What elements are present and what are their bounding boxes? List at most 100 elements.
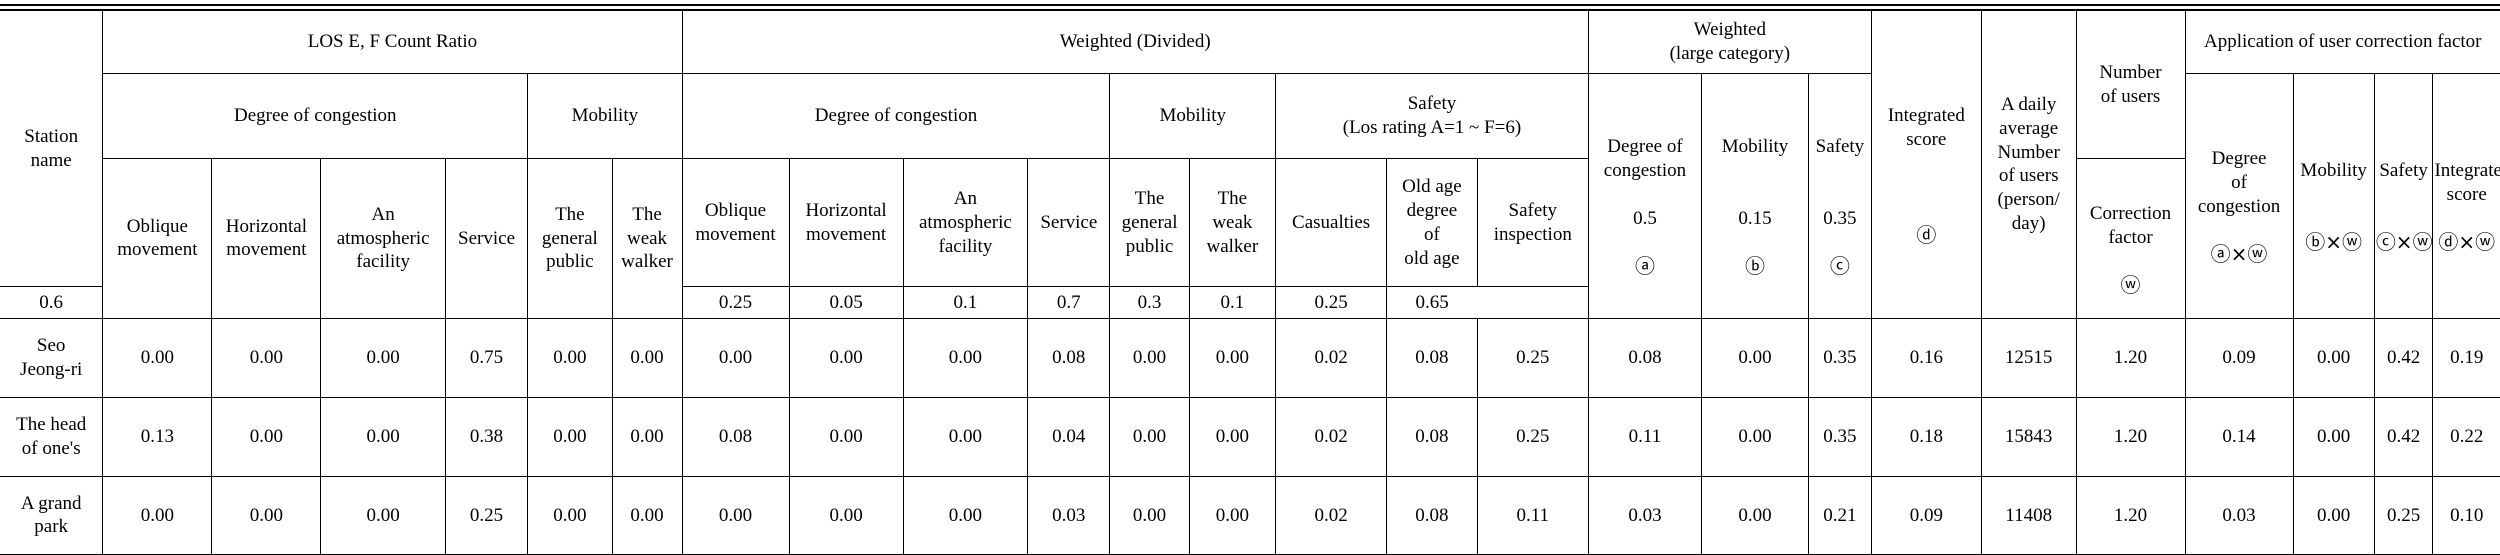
weighted-mobility-header: Mobility (1109, 73, 1277, 160)
w-sub-atmospheric: An atmospheric facility (902, 158, 1029, 288)
mark-w: ⓦ (2120, 273, 2141, 298)
value-cell: 0.10 (2432, 475, 2500, 555)
value-cell: 0.00 (1701, 396, 1810, 477)
integrated-score-label: Integrated score (1887, 104, 1965, 150)
integrated-score-header: Integrated score ⓓ (1870, 10, 1982, 319)
value-cell: 0.00 (1188, 475, 1277, 555)
corr-congestion-label: Degree of congestion (2197, 148, 2281, 217)
value-cell: 0.09 (1870, 475, 1982, 555)
corr-mobility-label: Mobility (2300, 160, 2367, 182)
value-cell: 0.00 (1188, 317, 1277, 398)
mark-bw: ⓑ×ⓦ (2305, 230, 2363, 255)
value-cell: 0.42 (2373, 317, 2434, 398)
value-cell: 0.00 (320, 475, 446, 555)
weight-cell: 0.6 (0, 286, 104, 319)
value-cell: 0.75 (444, 317, 529, 398)
value-cell: 0.08 (1587, 317, 1703, 398)
station-cell: Seo Jeong-ri (0, 317, 104, 398)
w-sub-general-public: The general public (1109, 158, 1190, 288)
los-ratio-header: LOS E, F Count Ratio (102, 9, 683, 75)
value-cell: 0.09 (2184, 317, 2294, 398)
w-sub-old-age: Old age degree of old age (1386, 158, 1478, 288)
value-cell: 0.00 (211, 317, 322, 398)
value-cell: 0.02 (1275, 475, 1388, 555)
value-cell: 0.00 (902, 396, 1029, 477)
value-cell: 0.00 (1109, 317, 1190, 398)
weight-cell: 0.1 (1188, 286, 1277, 319)
corr-integrated-header: Integrated score ⓓ×ⓦ (2432, 73, 2500, 319)
table-row: Seo Jeong-ri 0.00 0.00 0.00 0.75 0.00 0.… (0, 317, 2500, 398)
congestion-header: Degree of congestion (102, 73, 529, 160)
weight-cell: 0.65 (1386, 286, 1478, 319)
w-sub-weak-walker: The weak walker (1188, 158, 1277, 288)
value-cell: 12515 (1980, 317, 2077, 398)
value-cell: 0.22 (2432, 396, 2500, 477)
weighted-congestion-header: Degree of congestion (681, 73, 1111, 160)
weight-cell: 0.25 (1275, 286, 1388, 319)
value-cell: 0.00 (1109, 475, 1190, 555)
value-cell: 0.02 (1275, 317, 1388, 398)
value-cell: 0.11 (1476, 475, 1589, 555)
correction-factor-label: Correction factor (2089, 202, 2172, 248)
mark-d: ⓓ (1916, 222, 1937, 247)
value-cell: 0.00 (681, 317, 790, 398)
station-name-header: Station name (0, 9, 104, 288)
value-cell: 0.08 (1386, 396, 1478, 477)
corr-mobility-header: Mobility ⓑ×ⓦ (2292, 73, 2375, 319)
sub-general-public: The general public (527, 158, 613, 319)
corr-integrated-label: Integrated score (2434, 160, 2500, 205)
mobility-header: Mobility (527, 73, 683, 160)
value-cell: 0.00 (320, 396, 446, 477)
value-cell: 0.00 (102, 317, 213, 398)
value-cell: 0.08 (681, 396, 790, 477)
value-cell: 15843 (1980, 396, 2077, 477)
value-cell: 0.00 (2292, 396, 2375, 477)
value-cell: 0.00 (902, 475, 1029, 555)
value-cell: 0.35 (1808, 317, 1872, 398)
value-cell: 1.20 (2075, 396, 2186, 477)
value-cell: 0.25 (444, 475, 529, 555)
value-cell: 0.00 (211, 396, 322, 477)
value-cell: 0.00 (527, 396, 613, 477)
mark-c: ⓒ (1829, 254, 1850, 279)
sub-horizontal: Horizontal movement (211, 158, 322, 319)
mark-cw: ⓒ×ⓦ (2375, 230, 2433, 255)
weight-cell: 0.7 (1027, 286, 1111, 319)
value-cell: 0.25 (1476, 396, 1589, 477)
w-sub-safety-inspection: Safety inspection (1476, 158, 1589, 288)
value-cell: 0.00 (681, 475, 790, 555)
value-cell: 0.00 (611, 396, 683, 477)
value-cell: 0.08 (1027, 317, 1111, 398)
daily-average-header: A daily average Number of users (person/… (1980, 10, 2077, 319)
station-cell: A grand park (0, 475, 104, 555)
value-cell: 0.00 (527, 317, 613, 398)
value-cell: 0.19 (2432, 317, 2500, 398)
value-cell: 0.38 (444, 396, 529, 477)
sub-weak-walker: The weak walker (611, 158, 683, 319)
header-row-2: Degree of congestion Mobility Degree of … (0, 73, 2500, 319)
value-cell: 0.25 (1476, 317, 1589, 398)
table-row: A grand park 0.00 0.00 0.00 0.25 0.00 0.… (0, 475, 2500, 555)
weighted-large-header: Weighted (large category) (1587, 9, 1872, 75)
weight-cell: 0.3 (1109, 286, 1190, 319)
weighted-divided-header: Weighted (Divided) (681, 9, 1589, 75)
large-congestion-label: Degree of congestion 0.5 (1603, 136, 1687, 229)
value-cell: 0.03 (1587, 475, 1703, 555)
safety-rating-header: Safety (Los rating A=1 ~ F=6) (1275, 73, 1589, 160)
w-sub-oblique: Oblique movement (681, 158, 790, 288)
user-correction-header: Application of user correction factor (2184, 9, 2500, 75)
corr-safety-header: Safety ⓒ×ⓦ (2373, 73, 2434, 319)
w-sub-casualties: Casualties (1275, 158, 1388, 288)
value-cell: 0.00 (2292, 317, 2375, 398)
correction-factor-header: Correction factor ⓦ (2075, 158, 2186, 319)
corr-congestion-header: Degree of congestion ⓐ×ⓦ (2184, 73, 2294, 319)
mark-aw: ⓐ×ⓦ (2210, 242, 2268, 267)
station-cell: The head of one's (0, 396, 104, 477)
top-rule (0, 4, 2500, 6)
user-correction-table: Station name LOS E, F Count Ratio Weight… (0, 9, 2500, 555)
value-cell: 0.00 (788, 396, 904, 477)
value-cell: 0.00 (2292, 475, 2375, 555)
value-cell: 0.02 (1275, 396, 1388, 477)
large-mobility-header: Mobility 0.15 ⓑ (1701, 73, 1810, 319)
